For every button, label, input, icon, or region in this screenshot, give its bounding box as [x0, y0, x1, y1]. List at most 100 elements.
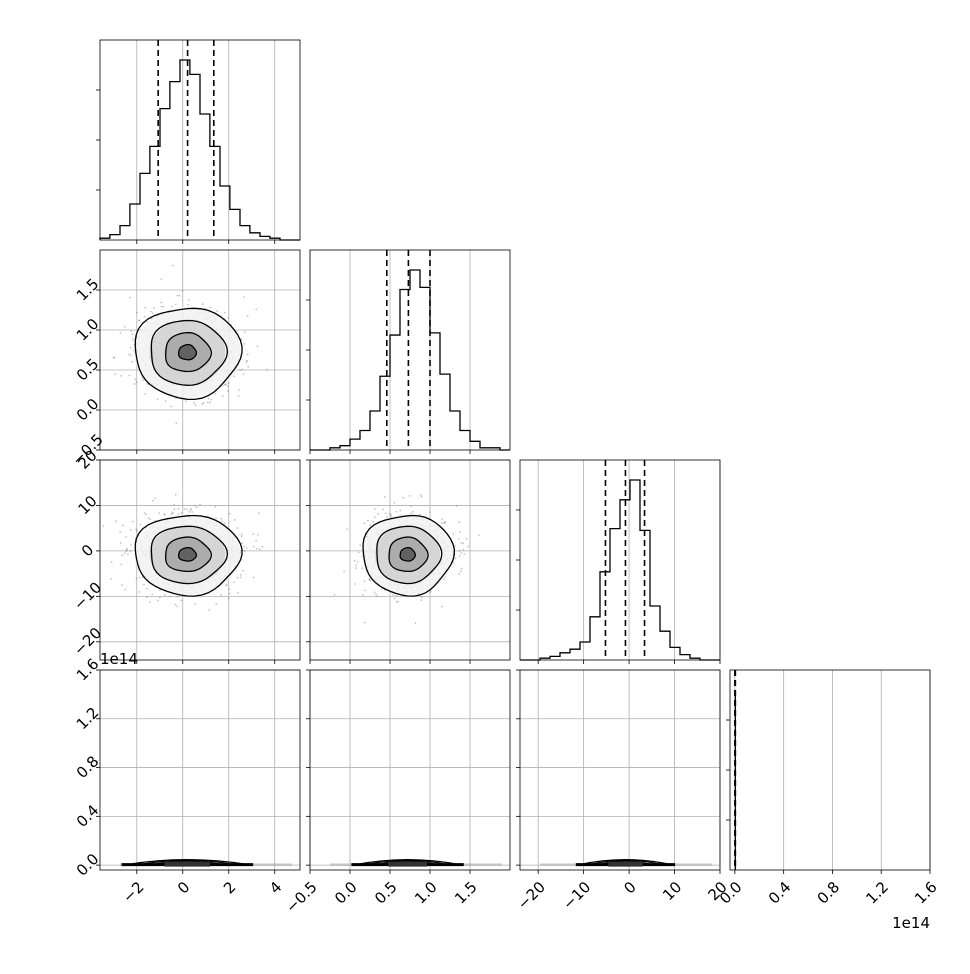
sample-point	[266, 368, 269, 371]
sample-point	[389, 512, 391, 515]
x-tick-label: 0.8	[814, 878, 844, 908]
sample-point	[163, 594, 166, 596]
sample-point	[176, 605, 178, 608]
sample-point	[236, 527, 239, 529]
contour-line-2	[376, 525, 443, 585]
sample-point	[374, 516, 376, 519]
sample-point	[240, 338, 243, 340]
x-tick-label: 2	[220, 878, 239, 897]
sample-point	[246, 359, 248, 362]
sample-point	[390, 513, 392, 516]
density-core	[164, 861, 211, 867]
sample-point	[152, 307, 155, 309]
sample-point	[353, 559, 356, 562]
panel-frame-1-0	[99, 249, 301, 451]
sample-point	[420, 599, 423, 601]
sample-point	[130, 330, 133, 332]
sample-point	[242, 373, 245, 375]
sample-point	[440, 522, 443, 524]
sample-point	[397, 600, 400, 603]
sample-point	[119, 332, 122, 334]
sample-point	[333, 593, 336, 596]
sample-point	[393, 502, 396, 504]
sample-point	[163, 513, 166, 516]
y-tick-label: 0.0	[73, 395, 103, 425]
contour-line-0	[151, 860, 223, 866]
sample-point	[143, 583, 145, 586]
sample-point	[258, 548, 261, 551]
sample-point	[215, 603, 218, 605]
sample-point	[227, 597, 230, 600]
contour-line-0	[598, 860, 653, 866]
sample-point	[148, 601, 151, 604]
sample-point	[131, 333, 134, 336]
sample-point	[428, 511, 431, 514]
x-tick-label: 4	[266, 878, 285, 897]
sample-point	[202, 402, 205, 404]
sample-point	[190, 508, 192, 510]
sample-point	[151, 312, 154, 315]
sample-point	[110, 561, 113, 563]
sample-point	[453, 544, 456, 547]
sample-point	[121, 584, 123, 586]
sample-point	[173, 503, 175, 506]
contour-line-0	[377, 860, 438, 866]
sample-point	[199, 503, 202, 506]
sample-point	[380, 587, 383, 590]
sample-point	[243, 296, 246, 298]
sample-point	[143, 511, 146, 514]
sample-point	[233, 581, 235, 584]
sample-point	[462, 542, 465, 545]
sample-point	[440, 605, 443, 608]
sample-point	[237, 395, 240, 398]
sample-point	[377, 513, 380, 515]
contour-line-0	[399, 546, 416, 562]
sample-point	[458, 538, 460, 540]
x-tick-label: 1.6	[911, 878, 941, 908]
sample-point	[124, 588, 127, 591]
panel-frame-2-1	[309, 459, 511, 661]
sample-point	[201, 403, 204, 405]
sample-point	[375, 593, 377, 596]
sample-point	[228, 588, 231, 591]
sample-point	[113, 356, 116, 359]
sample-point	[239, 369, 242, 372]
sample-point	[237, 592, 239, 594]
sample-point	[221, 520, 224, 523]
sample-point	[252, 545, 255, 548]
sample-point	[173, 508, 176, 511]
x-tick-label: 0	[174, 878, 193, 897]
sample-point	[194, 404, 197, 407]
y-tick-label: 0	[78, 541, 97, 560]
sample-point	[194, 602, 196, 605]
sample-point	[395, 510, 398, 513]
sample-point	[151, 593, 154, 596]
sample-point	[183, 508, 186, 511]
sample-point	[227, 382, 230, 385]
contour-line-2	[126, 859, 249, 866]
sample-point	[129, 347, 132, 349]
sample-point	[247, 365, 250, 368]
sample-point	[402, 496, 405, 499]
sample-point	[145, 513, 147, 516]
sample-point	[156, 599, 159, 602]
sample-point	[170, 513, 173, 516]
sample-point	[429, 591, 432, 593]
sample-point	[256, 345, 259, 348]
sample-point	[177, 513, 180, 515]
sample-point	[452, 533, 455, 535]
sample-point	[399, 509, 402, 512]
sample-point	[146, 587, 149, 590]
sample-point	[463, 553, 466, 555]
sample-point	[257, 533, 259, 536]
contour-line-2	[150, 525, 229, 585]
sample-point	[135, 530, 138, 533]
sample-point	[236, 576, 239, 579]
sample-point	[361, 593, 364, 596]
sample-point	[359, 544, 362, 547]
sample-point	[373, 591, 376, 594]
sample-point	[244, 331, 246, 333]
density-fill-3	[178, 547, 197, 562]
